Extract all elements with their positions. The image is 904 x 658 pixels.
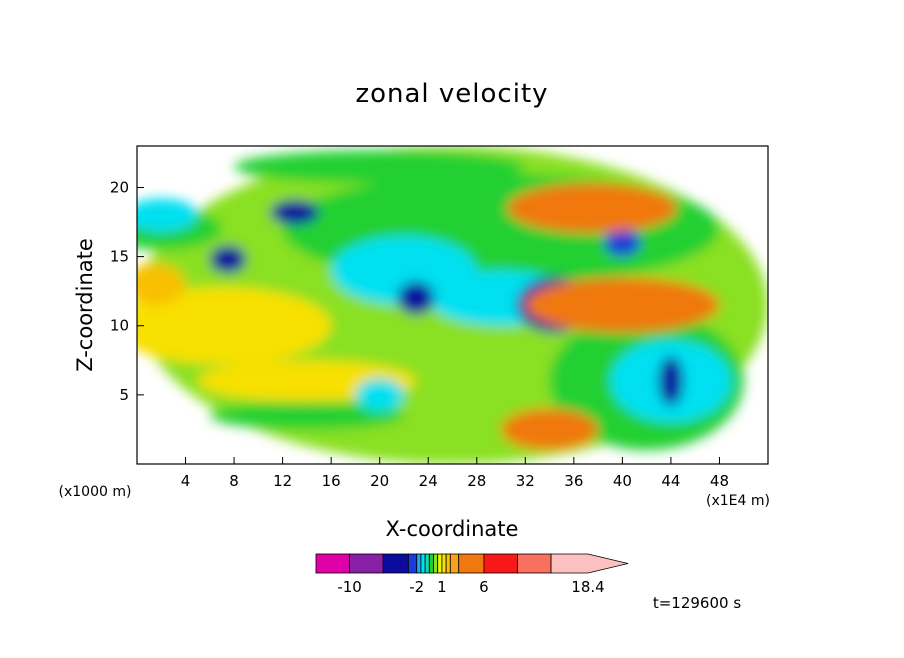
colorbar-swatch-5 (420, 553, 426, 574)
y-axis-title: Z-coordinate (73, 238, 97, 372)
x-tick-label-5: 24 (419, 472, 438, 490)
chart-title: zonal velocity (355, 79, 548, 109)
colorbar-swatch-7 (428, 553, 434, 574)
colorbar-swatch-13 (458, 553, 485, 574)
colorbar-label-0: -10 (337, 578, 362, 596)
x-tick-label-10: 44 (661, 472, 680, 490)
field-region-3 (137, 263, 186, 305)
y-tick-label-2: 15 (110, 248, 129, 266)
colorbar-swatch-3 (407, 553, 418, 574)
colorbar-swatch-1 (349, 553, 384, 574)
field-region-8 (209, 401, 404, 430)
colorbar-swatch-10 (441, 553, 447, 574)
colorbar-label-2: 1 (437, 578, 447, 596)
colorbar-label-1: -2 (409, 578, 424, 596)
x-axis: 4 8 12 16 20 24 28 32 36 40 44 48 (181, 457, 729, 490)
y-tick-label-0: 5 (119, 386, 129, 404)
x-tick-label-0: 4 (181, 472, 191, 490)
y-axis-unit: (x1000 m) (59, 484, 132, 500)
colorbar-swatch-6 (424, 553, 430, 574)
colorbar: -10 -2 1 6 18.4 (315, 553, 629, 596)
field-region-22 (501, 408, 599, 451)
colorbar-swatch-12 (449, 553, 460, 574)
x-tick-label-4: 20 (370, 472, 389, 490)
x-tick-label-11: 48 (710, 472, 729, 490)
colorbar-swatch-2 (382, 553, 409, 574)
colorbar-label-3: 6 (479, 578, 489, 596)
field-region-19 (604, 228, 641, 257)
colorbar-swatch-4 (416, 553, 422, 574)
plot-frame (136, 145, 769, 465)
x-tick-label-9: 40 (613, 472, 632, 490)
x-tick-label-7: 32 (516, 472, 535, 490)
colorbar-swatch-0 (315, 553, 350, 574)
x-tick-label-3: 16 (322, 472, 341, 490)
colorbar-swatch-15 (517, 553, 552, 574)
x-tick-label-2: 12 (273, 472, 292, 490)
x-tick-label-8: 36 (564, 472, 583, 490)
x-tick-label-1: 8 (229, 472, 239, 490)
plot-area (137, 146, 768, 464)
field-region-15 (209, 245, 247, 274)
x-tick-label-6: 28 (467, 472, 486, 490)
field-region-6 (234, 150, 526, 184)
colorbar-swatch-8 (433, 553, 439, 574)
colorbar-swatch-14 (483, 553, 518, 574)
colorbar-swatch-11 (445, 553, 451, 574)
field-region-13 (355, 378, 404, 412)
field-region-14 (270, 199, 320, 225)
field-region-9 (137, 198, 198, 232)
colorbar-swatch-16 (550, 553, 629, 574)
x-axis-unit: (x1E4 m) (706, 493, 770, 509)
field-region-23 (585, 284, 659, 312)
field-region-18 (658, 356, 684, 406)
x-axis-title: X-coordinate (386, 517, 519, 541)
time-label: t=129600 s (653, 594, 741, 612)
colorbar-label-4: 18.4 (571, 578, 604, 596)
y-axis: 5 10 15 20 (110, 178, 144, 404)
field-region-16 (397, 281, 435, 315)
y-tick-label-3: 20 (110, 178, 129, 196)
colorbar-swatch-9 (437, 553, 443, 574)
y-tick-label-1: 10 (110, 317, 129, 335)
field-region-21 (507, 183, 677, 234)
field-region-1 (137, 287, 332, 365)
